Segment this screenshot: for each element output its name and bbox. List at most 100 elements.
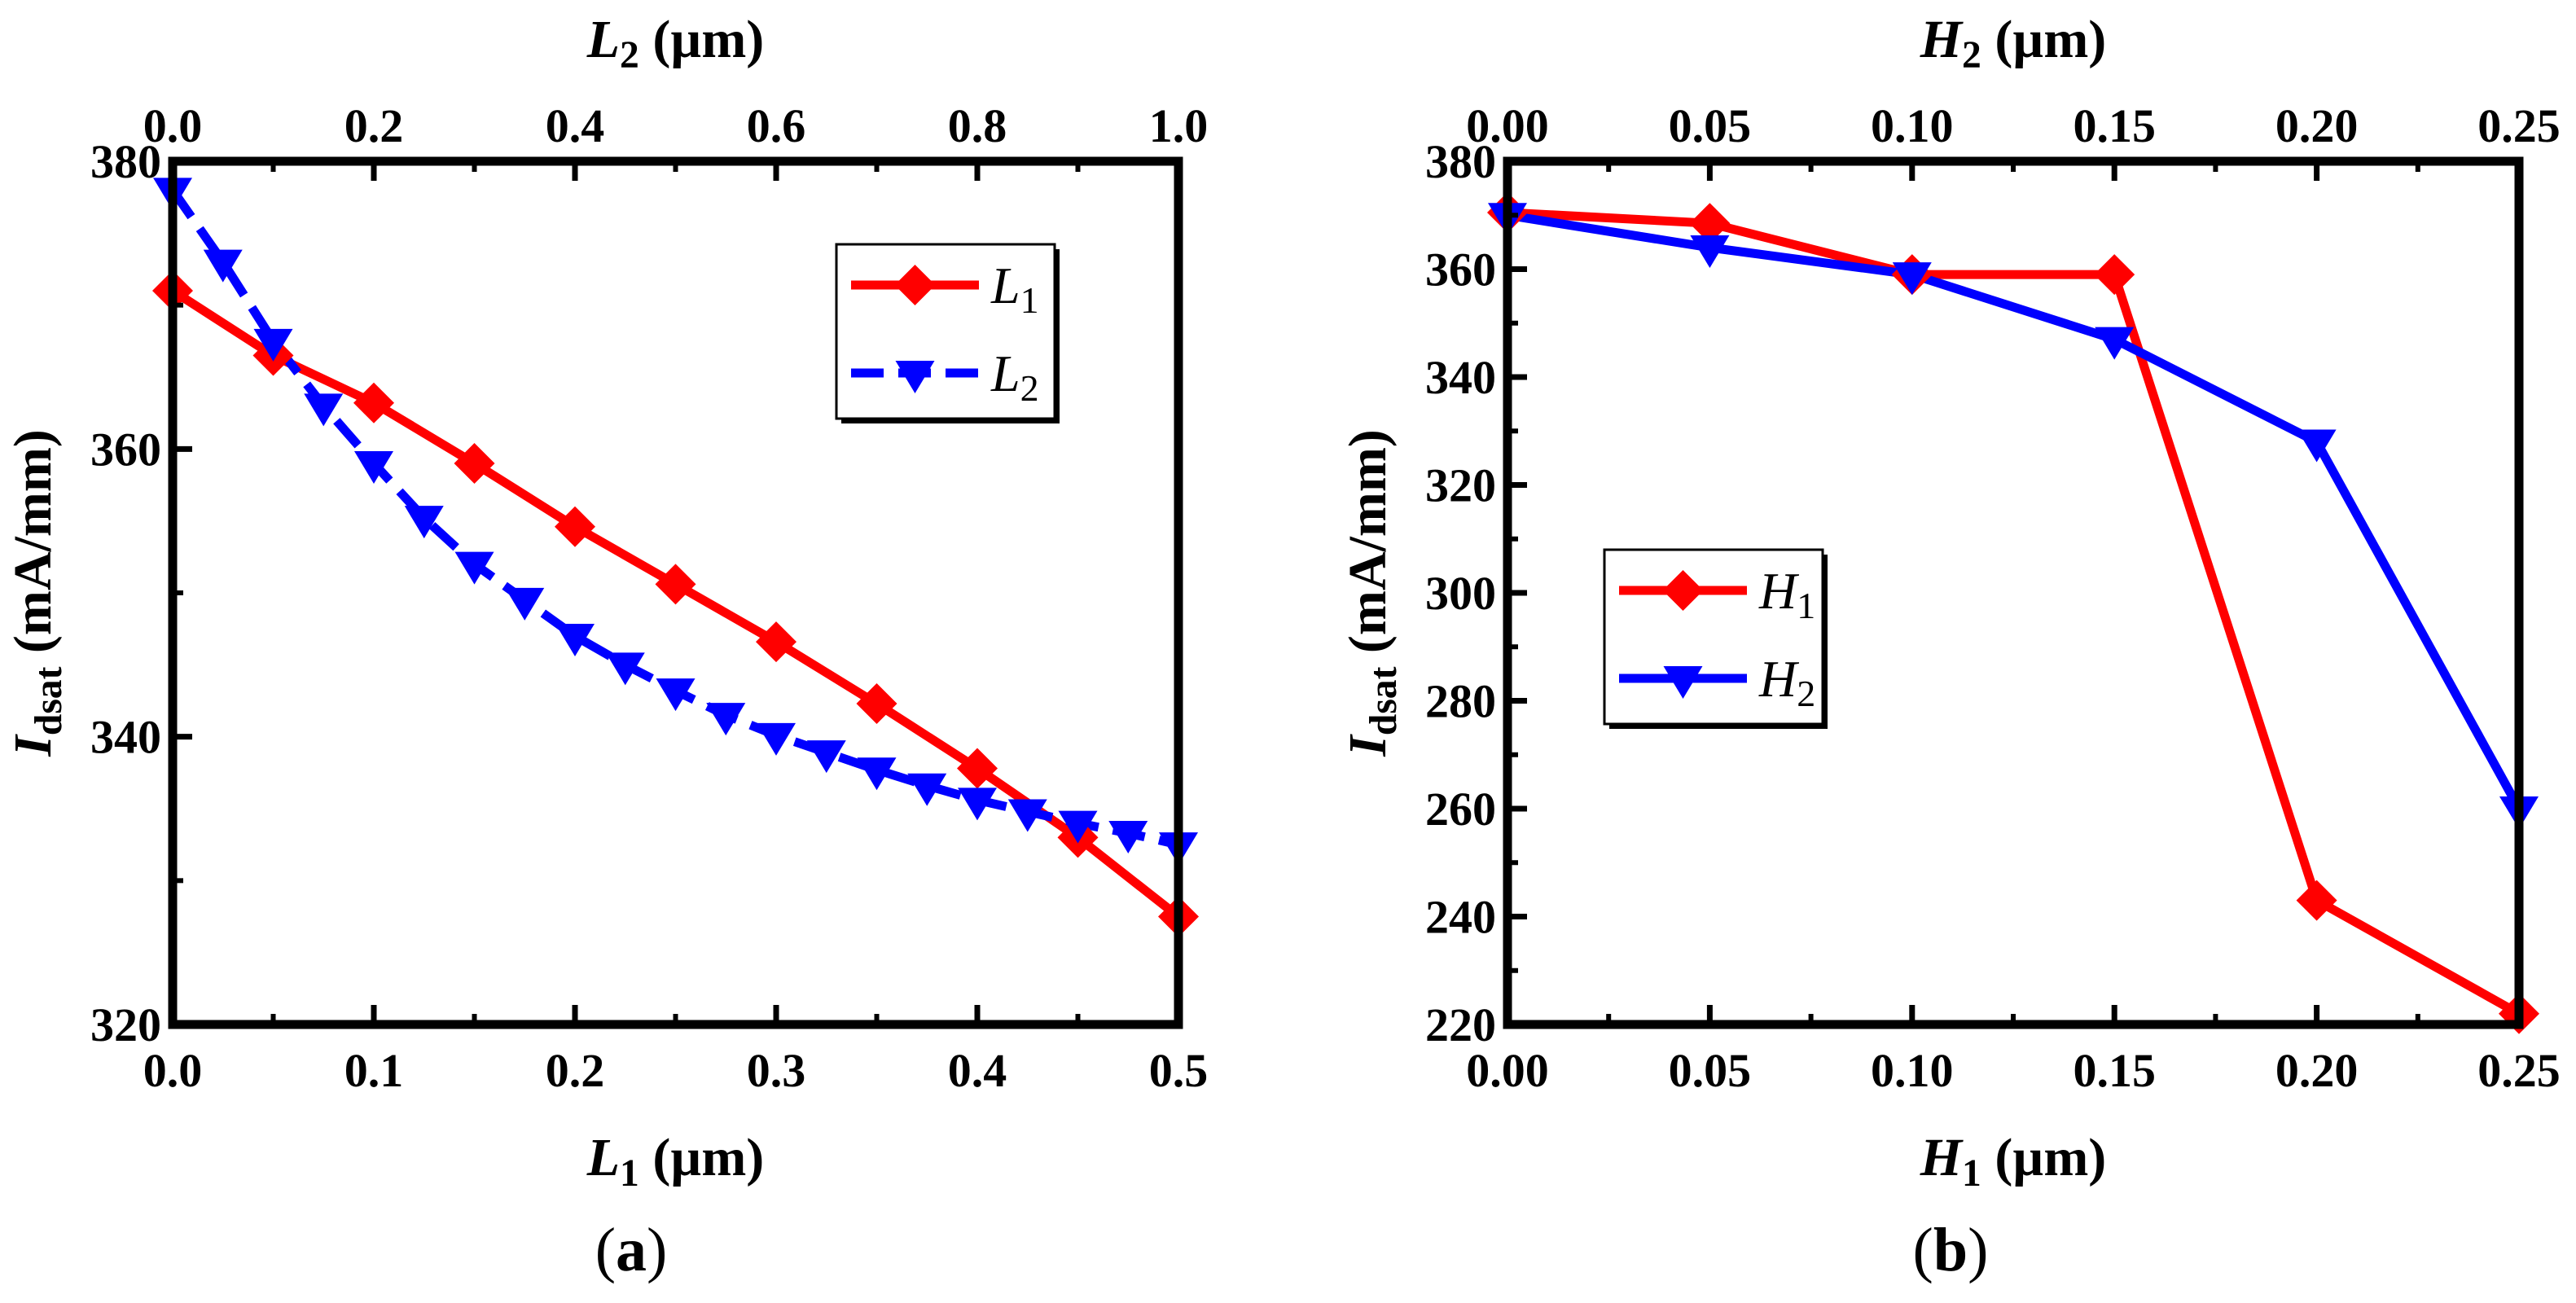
y-tick-label-8: 380 [1425, 135, 1496, 188]
series-line-2 [1507, 210, 2523, 811]
x2-tick-label-5: 0.25 [2477, 99, 2561, 152]
data-point-s2-2 [203, 249, 243, 283]
data-point-s1-4 [2094, 254, 2135, 296]
legend-label-1: H1 [1758, 562, 1815, 626]
data-point-s2-3 [1892, 262, 1932, 296]
x-tick-label-3: 0.15 [2073, 1044, 2156, 1097]
data-point-s2-5 [354, 451, 393, 484]
data-point-s2-18 [1007, 799, 1047, 832]
series-line-1 [1507, 208, 2521, 1018]
data-point-s2-13 [757, 722, 796, 756]
data-point-s1-8 [856, 683, 897, 725]
data-point-s1-2 [1689, 203, 1731, 244]
x2-tick-label-0: 0.00 [1466, 99, 1549, 152]
x-tick-label-5: 0.5 [1149, 1044, 1209, 1097]
x-tick-label-5: 0.25 [2477, 1044, 2561, 1097]
y-tick-label-2: 260 [1425, 783, 1496, 836]
x-tick-label-1: 0.1 [344, 1044, 404, 1097]
x-tick-label-4: 0.4 [948, 1044, 1007, 1097]
data-point-s2-11 [656, 678, 696, 712]
x-tick-label-3: 0.3 [747, 1044, 806, 1097]
data-point-s2-2 [1690, 235, 1730, 268]
y-tick-label-6: 340 [1425, 351, 1496, 404]
legend-label-sub-1: 1 [1797, 585, 1815, 626]
data-point-s2-16 [907, 773, 947, 806]
panel-caption-close: ) [647, 1216, 667, 1284]
legend-label-main-2: L [990, 344, 1020, 402]
x-axis-title-main: L [586, 1128, 620, 1187]
chart-panel-a: 0.0 0.1 0.2 0.3 0.4 0.5 0.0 0.2 0.4 0.6 0.8 1.0 320 3… [3, 10, 1208, 1284]
x2-axis-title-sub: 2 [620, 34, 639, 77]
x2-axis-title-main: L [586, 10, 620, 69]
x-tick-label-1: 0.05 [1669, 1044, 1752, 1097]
x2-tick-label-2: 0.10 [1871, 99, 1954, 152]
x-tick-label-2: 0.10 [1871, 1044, 1954, 1097]
x-axis-title-sub: 1 [1962, 1152, 1981, 1195]
y-tick-label-0: 320 [90, 998, 161, 1051]
y-tick-label-0: 220 [1425, 998, 1496, 1051]
data-point-s1-3 [353, 382, 394, 423]
y-tick-label-3: 280 [1425, 675, 1496, 728]
data-point-s1-5 [2296, 880, 2337, 921]
y-tick-label-4: 300 [1425, 567, 1496, 620]
y-axis-title-sub: dsat [1363, 666, 1405, 735]
data-point-s2-3 [253, 328, 293, 362]
data-point-s2-17 [958, 788, 997, 821]
data-point-s2-6 [404, 506, 444, 539]
y-tick-label-3: 380 [90, 135, 161, 188]
legend-label-2: L2 [990, 344, 1039, 409]
legend-box [1603, 548, 1824, 726]
legend-label-sub-1: 1 [1020, 279, 1039, 321]
legend-label-main-1: H [1758, 562, 1800, 620]
legend-label-1: L1 [990, 257, 1039, 321]
y-tick-label-1: 240 [1425, 891, 1496, 944]
data-point-s1-7 [756, 621, 796, 663]
x2-tick-label-5: 1.0 [1149, 99, 1209, 152]
panel-caption: (a) [595, 1216, 668, 1284]
x2-axis-title-unit: (µm) [639, 10, 764, 69]
panel-caption-letter: a [616, 1216, 647, 1284]
y-tick-label-7: 360 [1425, 243, 1496, 296]
x-tick-label-0: 0.0 [143, 1044, 203, 1097]
x2-axis-title-sub: 2 [1962, 34, 1981, 77]
data-point-s2-8 [505, 587, 545, 621]
x-axis-title-unit: (µm) [1981, 1128, 2106, 1187]
data-point-s2-19 [1058, 810, 1098, 844]
x-axis-title-sub: 1 [620, 1152, 639, 1195]
x2-tick-label-4: 0.8 [948, 99, 1007, 152]
x2-axis-title: L2 (µm) [586, 10, 765, 77]
data-point-s1-9 [957, 748, 998, 789]
x2-tick-label-1: 0.2 [344, 99, 404, 152]
x2-axis-title: H2 (µm) [1920, 10, 2107, 77]
data-point-s2-10 [605, 652, 645, 686]
panel-caption-close: ) [1968, 1216, 1988, 1284]
legend-marker-2 [1663, 666, 1703, 699]
data-point-s2-15 [857, 757, 897, 791]
legend-box [835, 243, 1056, 420]
legend-label-main-2: H [1758, 650, 1800, 708]
data-point-s2-14 [806, 740, 846, 774]
y-axis-title-unit: (mA/mm) [1338, 429, 1398, 666]
y-axis-title-main: I [3, 734, 63, 757]
x-tick-label-4: 0.20 [2275, 1044, 2359, 1097]
y-axis-title: Idsat (mA/mm) [3, 429, 70, 757]
legend-marker-2 [895, 361, 935, 393]
legend-label-2: H2 [1758, 650, 1815, 714]
data-point-s2-5 [2297, 429, 2337, 463]
data-point-s2-12 [706, 703, 746, 736]
data-point-s1-4 [454, 443, 495, 484]
y-axis-title-unit: (mA/mm) [3, 429, 63, 666]
y-axis-title-sub: dsat [28, 666, 70, 735]
data-point-s1-6 [655, 564, 696, 605]
x-axis-title-unit: (µm) [639, 1128, 764, 1187]
data-point-s2-7 [454, 551, 494, 585]
x2-tick-label-0: 0.0 [143, 99, 203, 152]
legend-label-sub-2: 2 [1020, 367, 1039, 409]
x2-tick-label-2: 0.4 [546, 99, 605, 152]
data-point-s2-20 [1108, 821, 1148, 854]
y-tick-label-1: 340 [90, 711, 161, 764]
panel-caption-open: ( [595, 1216, 616, 1284]
x2-axis-title-main: H [1920, 10, 1964, 69]
